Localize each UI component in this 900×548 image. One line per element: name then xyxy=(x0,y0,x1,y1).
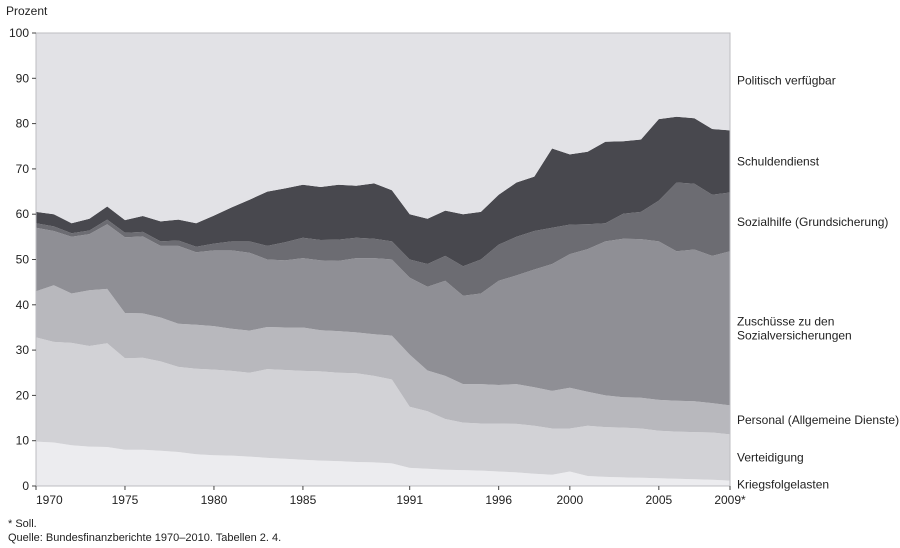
footnote-soll: * Soll. xyxy=(8,518,37,530)
y-tick-label: 40 xyxy=(16,298,30,312)
x-tick-label: 2000 xyxy=(556,493,583,507)
x-tick-label: 1991 xyxy=(396,493,423,507)
series-label: Schuldendienst xyxy=(737,154,820,168)
x-tick-label: 1985 xyxy=(290,493,317,507)
y-tick-label: 20 xyxy=(16,388,30,402)
y-axis: 0 10 20 30 40 50 60 70 80 90 100 xyxy=(9,26,36,493)
area-zuschüsse-zu-den-sozialversicherungen xyxy=(36,224,730,406)
y-tick-label: 60 xyxy=(16,207,30,221)
series-labels: Kriegsfolgelasten Verteidigung Personal (A… xyxy=(737,74,899,492)
area-schuldendienst xyxy=(36,116,730,267)
series-label: Sozialhilfe (Grundsicherung) xyxy=(737,215,888,229)
y-tick-label: 100 xyxy=(9,26,29,40)
area-sozialhilfe-grundsicherung xyxy=(36,182,730,296)
area-layer xyxy=(35,32,731,487)
x-tick-label: 1980 xyxy=(201,493,228,507)
series-label: Zuschüsse zu den Sozialversicherungen xyxy=(737,314,852,342)
y-tick-label: 0 xyxy=(22,479,29,493)
area-politisch-verfügbar xyxy=(36,33,730,224)
y-tick-label: 10 xyxy=(16,434,30,448)
x-tick-label: 1975 xyxy=(112,493,139,507)
y-tick-label: 80 xyxy=(16,117,30,131)
series-label: Personal (Allgemeine Dienste) xyxy=(737,413,899,427)
area-verteidigung xyxy=(36,337,730,481)
y-axis-title: Prozent xyxy=(6,4,48,18)
x-axis: 1970 1975 1980 1985 1991 1996 2000 2005 2009* xyxy=(35,486,746,507)
y-tick-label: 50 xyxy=(16,253,30,267)
area-personal-allgemeine-dienste xyxy=(36,285,730,435)
x-tick-label: 2009* xyxy=(714,493,746,507)
area-kriegsfolgelasten xyxy=(36,441,730,486)
x-tick-label: 1996 xyxy=(485,493,512,507)
x-tick-label: 1970 xyxy=(36,493,63,507)
y-tick-label: 90 xyxy=(16,71,30,85)
series-label: Politisch verfügbar xyxy=(737,74,836,88)
series-label: Kriegsfolgelasten xyxy=(737,478,829,492)
source-note: Quelle: Bundesfinanzberichte 1970–2010. … xyxy=(8,532,282,544)
x-tick-label: 2005 xyxy=(645,493,672,507)
y-tick-label: 70 xyxy=(16,162,30,176)
series-label: Verteidigung xyxy=(737,450,804,464)
y-tick-label: 30 xyxy=(16,343,30,357)
